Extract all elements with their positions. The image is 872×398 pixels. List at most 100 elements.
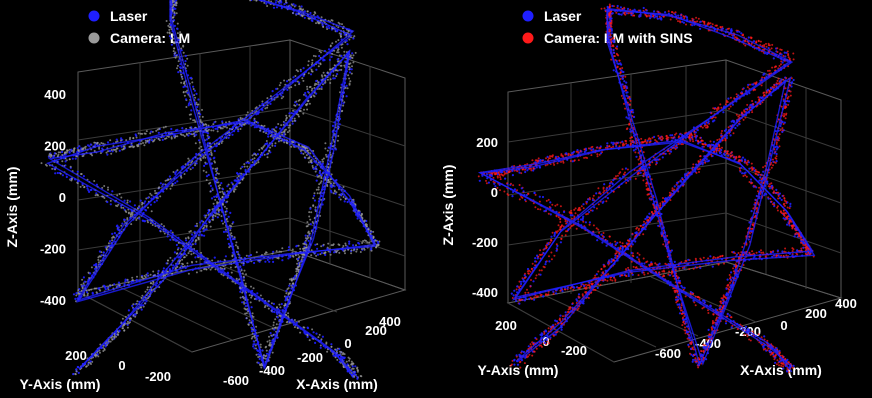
camera-point bbox=[157, 187, 160, 190]
camera-point bbox=[315, 254, 318, 257]
camera-point bbox=[136, 144, 139, 147]
camera-point bbox=[296, 267, 299, 270]
camera-point bbox=[224, 228, 227, 231]
camera-point bbox=[118, 284, 121, 287]
laser-point bbox=[137, 206, 141, 209]
camera-point bbox=[307, 60, 310, 63]
laser-point bbox=[229, 211, 232, 214]
grid-line bbox=[77, 167, 291, 201]
laser-point bbox=[269, 332, 272, 335]
camera-point bbox=[123, 329, 126, 332]
laser-point bbox=[303, 16, 306, 19]
laser-point bbox=[236, 251, 239, 254]
camera-point bbox=[220, 273, 223, 276]
camera-point bbox=[251, 294, 253, 297]
laser-point bbox=[278, 139, 281, 142]
camera-point bbox=[111, 338, 114, 341]
camera-point bbox=[159, 195, 162, 198]
laser-point bbox=[271, 128, 274, 131]
laser-point bbox=[97, 287, 100, 290]
laser-point bbox=[194, 256, 197, 259]
camera-point bbox=[275, 323, 278, 326]
laser-point bbox=[250, 306, 253, 309]
laser-point bbox=[195, 92, 198, 95]
camera-point bbox=[181, 262, 184, 265]
laser-point bbox=[219, 137, 222, 140]
laser-point bbox=[146, 272, 149, 275]
legend-marker-0 bbox=[522, 10, 534, 22]
camera-point bbox=[324, 251, 327, 254]
camera-point bbox=[708, 334, 711, 336]
camera-point bbox=[333, 190, 336, 193]
x-tick-label: 400 bbox=[835, 296, 857, 311]
laser-point bbox=[118, 149, 121, 152]
laser-point bbox=[213, 156, 216, 159]
laser-point bbox=[299, 70, 302, 73]
camera-point bbox=[338, 193, 341, 196]
laser-point bbox=[184, 54, 187, 58]
camera-point bbox=[677, 306, 680, 309]
camera-point bbox=[224, 125, 226, 128]
laser-point bbox=[274, 1, 277, 4]
camera-point bbox=[348, 77, 351, 80]
laser-point bbox=[173, 24, 176, 27]
camera-point bbox=[259, 363, 261, 366]
camera-point bbox=[127, 281, 130, 284]
camera-point bbox=[264, 107, 267, 110]
laser-point bbox=[77, 371, 80, 374]
camera-point bbox=[667, 10, 670, 13]
camera-point bbox=[309, 152, 312, 155]
laser-point bbox=[288, 284, 291, 287]
camera-point bbox=[144, 290, 147, 293]
camera-point bbox=[331, 19, 334, 22]
camera-point bbox=[302, 152, 305, 155]
laser-point bbox=[346, 43, 349, 46]
camera-point bbox=[340, 64, 343, 67]
camera-point bbox=[314, 170, 317, 173]
camera-point bbox=[222, 274, 225, 277]
laser-point bbox=[639, 171, 642, 174]
camera-point bbox=[135, 219, 138, 221]
laser-point bbox=[338, 196, 341, 199]
camera-point bbox=[320, 88, 323, 90]
camera-point bbox=[194, 96, 197, 99]
laser-point bbox=[288, 5, 291, 8]
camera-point bbox=[266, 340, 269, 343]
laser-point bbox=[322, 171, 325, 174]
camera-point bbox=[283, 130, 285, 133]
camera-point bbox=[325, 155, 328, 158]
laser-point bbox=[236, 172, 239, 175]
camera-point bbox=[334, 348, 337, 351]
camera-point bbox=[57, 151, 60, 154]
camera-point bbox=[248, 319, 251, 322]
camera-point bbox=[187, 237, 190, 240]
camera-point bbox=[697, 160, 700, 163]
camera-point bbox=[260, 147, 263, 149]
y-tick-label: 200 bbox=[65, 348, 87, 363]
laser-point bbox=[213, 195, 216, 198]
camera-point bbox=[288, 86, 290, 89]
laser-point bbox=[775, 160, 778, 163]
laser-point bbox=[253, 261, 256, 265]
laser-point bbox=[275, 126, 278, 129]
laser-point bbox=[186, 91, 189, 94]
camera-point bbox=[240, 257, 243, 260]
camera-point bbox=[116, 333, 119, 336]
laser-point bbox=[345, 95, 348, 98]
camera-point bbox=[93, 180, 96, 182]
laser-point bbox=[292, 76, 295, 79]
laser-point bbox=[280, 94, 283, 97]
laser-point bbox=[320, 251, 323, 255]
camera-point bbox=[194, 120, 197, 123]
camera-point bbox=[144, 139, 147, 142]
camera-point bbox=[151, 224, 154, 226]
camera-point bbox=[237, 175, 240, 178]
camera-point bbox=[186, 262, 189, 265]
camera-point bbox=[230, 232, 233, 235]
camera-point bbox=[313, 87, 316, 89]
laser-point bbox=[338, 123, 341, 126]
camera-point bbox=[341, 353, 344, 356]
camera-point bbox=[306, 10, 309, 13]
laser-point bbox=[273, 328, 276, 331]
laser-point bbox=[314, 243, 317, 246]
